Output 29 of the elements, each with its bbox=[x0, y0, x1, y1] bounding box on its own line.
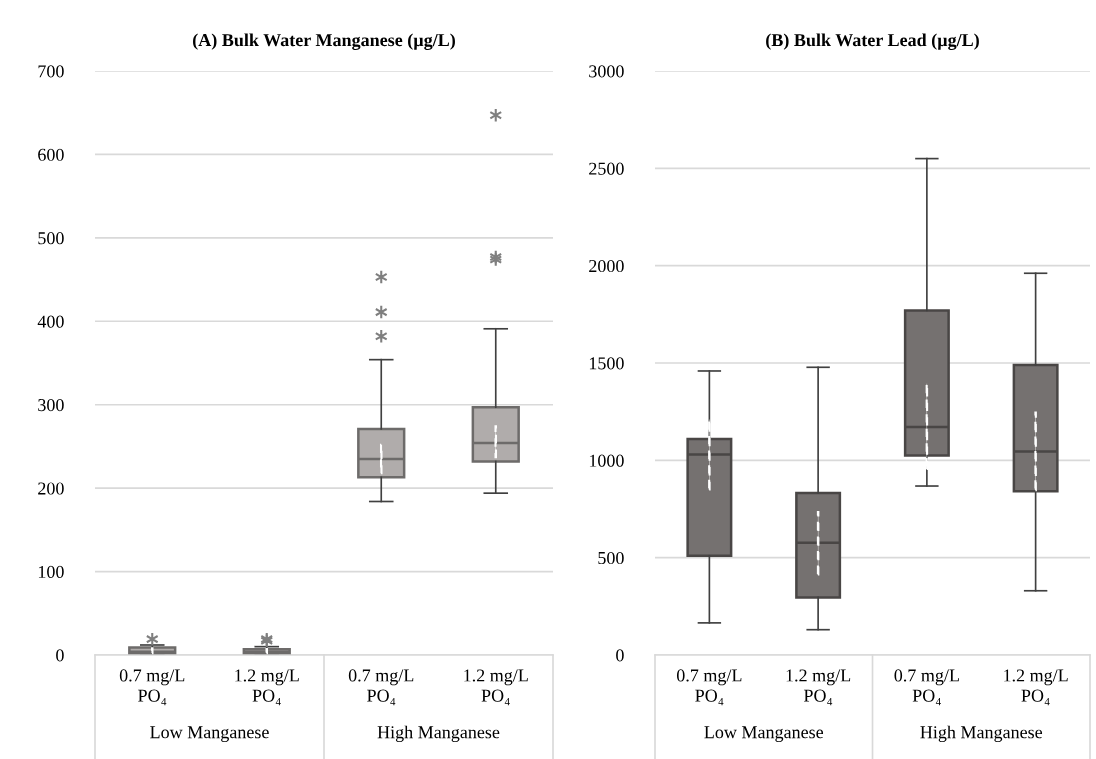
y-tick-label: 1000 bbox=[589, 454, 624, 467]
x-tick-label: 1.2 mg/L PO₄ bbox=[235, 669, 299, 706]
y-tick-label: 1500 bbox=[589, 357, 624, 370]
x-tick-label: 0.7 mg/L PO₄ bbox=[894, 669, 959, 706]
y-tick-label: 0 bbox=[56, 649, 64, 662]
chart-title: (A) Bulk Water Manganese (µg/L) bbox=[193, 33, 455, 50]
x-tick-label: 0.7 mg/L PO₄ bbox=[348, 669, 414, 706]
text: High Manganese bbox=[920, 725, 1043, 743]
y-tick-label: 300 bbox=[38, 398, 64, 412]
y-tick-label: 2500 bbox=[589, 162, 624, 175]
text: Low Manganese bbox=[150, 726, 269, 743]
y-tick-label: 2000 bbox=[589, 259, 624, 273]
y-tick-label: 0 bbox=[616, 649, 624, 662]
y-tick-label: 500 bbox=[38, 232, 64, 245]
y-tick-label: 3000 bbox=[589, 65, 624, 78]
x-tick-label: 1.2 mg/L PO₄ bbox=[786, 669, 851, 706]
x-tick-label: 0.7 mg/L PO₄ bbox=[119, 669, 185, 706]
y-tick-label: 400 bbox=[37, 315, 64, 328]
y-tick-label: 700 bbox=[38, 65, 64, 78]
y-tick-label: 200 bbox=[38, 482, 64, 495]
y-tick-label: 100 bbox=[38, 565, 64, 579]
chart-title: (B) Bulk Water Lead (µg/L) bbox=[766, 33, 979, 50]
x-tick-label: 1.2 mg/L PO₄ bbox=[464, 669, 528, 706]
y-tick-label: 500 bbox=[598, 551, 624, 565]
x-tick-label: 0.7 mg/L PO₄ bbox=[676, 669, 742, 706]
text: Low Manganese bbox=[704, 726, 824, 743]
x-tick-label: 1.2 mg/L PO₄ bbox=[1004, 669, 1068, 706]
text: High Manganese bbox=[377, 725, 500, 743]
y-tick-label: 600 bbox=[38, 148, 64, 161]
